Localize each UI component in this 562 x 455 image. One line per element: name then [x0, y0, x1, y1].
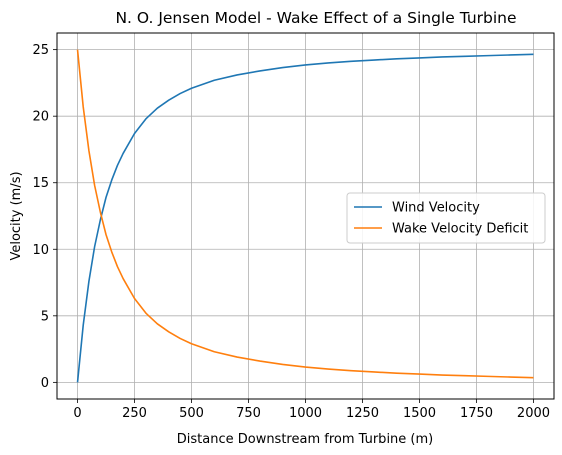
x-ticks: 0 250 500 750 1000 1250 1500 1750 2000 — [73, 399, 550, 421]
x-axis-label: Distance Downstream from Turbine (m) — [177, 432, 433, 447]
series-group — [76, 49, 534, 383]
x-tick-label: 1750 — [460, 406, 493, 421]
legend: Wind Velocity Wake Velocity Deficit — [346, 192, 546, 244]
legend-label-1: Wind Velocity — [392, 201, 480, 216]
x-tick-label: 750 — [236, 406, 261, 421]
chart-title: N. O. Jensen Model - Wake Effect of a Si… — [115, 9, 516, 27]
x-tick-label: 1500 — [403, 406, 436, 421]
x-tick-label: 500 — [179, 406, 204, 421]
x-tick-label: 1250 — [346, 406, 379, 421]
y-tick-label: 20 — [32, 110, 49, 125]
x-tick-label: 2000 — [517, 406, 550, 421]
legend-box — [346, 192, 546, 244]
y-tick-label: 5 — [41, 309, 49, 324]
y-axis-label: Velocity (m/s) — [9, 171, 24, 260]
y-tick-label: 15 — [32, 176, 49, 191]
y-tick-label: 25 — [32, 43, 49, 58]
series-line-2 — [76, 49, 534, 379]
series-line-1 — [76, 53, 534, 383]
x-tick-label: 250 — [122, 406, 147, 421]
x-tick-label: 1000 — [289, 406, 322, 421]
y-ticks: 0 5 10 15 20 25 — [32, 43, 57, 391]
y-tick-label: 10 — [32, 243, 49, 258]
x-tick-label: 0 — [73, 406, 81, 421]
y-tick-label: 0 — [41, 376, 49, 391]
legend-label-2: Wake Velocity Deficit — [392, 222, 528, 237]
